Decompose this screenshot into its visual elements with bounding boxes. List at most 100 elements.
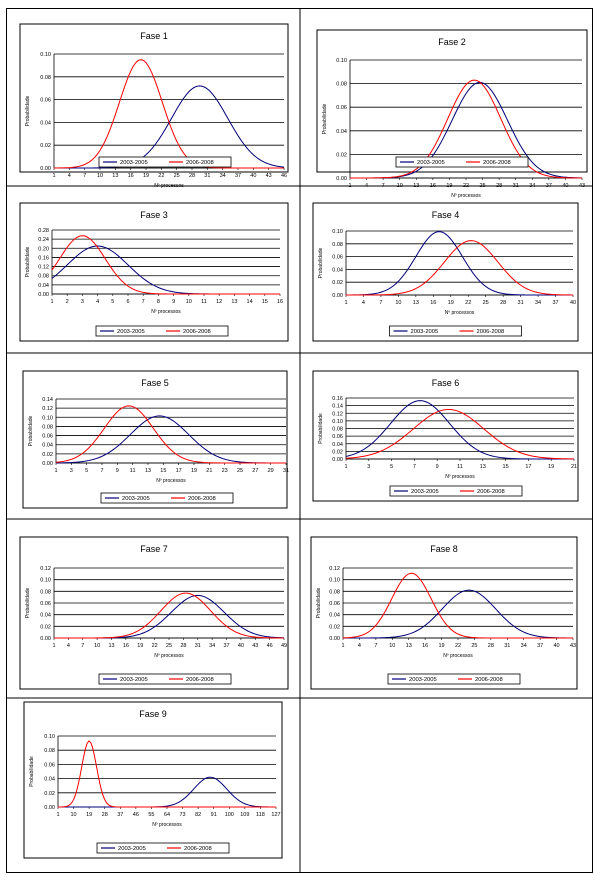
x-tick-label: 37 bbox=[117, 812, 123, 818]
x-tick-label: 5 bbox=[111, 299, 114, 305]
y-tick-label: 0.08 bbox=[40, 75, 51, 81]
series-line-series1 bbox=[345, 400, 574, 460]
x-tick-label: 40 bbox=[570, 300, 576, 306]
chart-title: Fase 7 bbox=[140, 544, 168, 554]
y-tick-label: 0.10 bbox=[40, 578, 51, 584]
x-tick-label: 4 bbox=[365, 183, 368, 189]
y-tick-label: 0.00 bbox=[40, 166, 51, 172]
x-tick-label: 17 bbox=[176, 468, 182, 474]
y-tick-label: 0.00 bbox=[336, 176, 347, 182]
x-tick-label: 40 bbox=[562, 183, 568, 189]
y-tick-label: 0.12 bbox=[332, 411, 343, 417]
y-tick-label: 0.02 bbox=[336, 152, 347, 158]
x-axis-label: Nº processos bbox=[156, 478, 186, 484]
chart-panel-5: Fase 50.000.020.040.060.080.100.120.141 3… bbox=[22, 370, 289, 509]
x-tick-label: 127 bbox=[271, 812, 280, 818]
x-tick-label: 73 bbox=[180, 812, 186, 818]
x-tick-label: 9 bbox=[172, 299, 175, 305]
chart-grid: Fase 10.000.020.040.060.080.101 4 7 10 13 16 1… bbox=[6, 8, 593, 873]
x-tick-label: 13 bbox=[406, 643, 412, 649]
y-tick-label: 0.08 bbox=[42, 424, 53, 430]
x-tick-label: 11 bbox=[201, 299, 207, 305]
legend-label-series2: 2006-2008 bbox=[183, 329, 211, 335]
y-tick-label: 0.02 bbox=[42, 452, 53, 458]
x-tick-label: 12 bbox=[216, 299, 222, 305]
x-tick-label: 7 bbox=[142, 299, 145, 305]
y-tick-label: 0.10 bbox=[336, 58, 347, 64]
x-tick-label: 37 bbox=[546, 183, 552, 189]
chart-title: Fase 3 bbox=[140, 210, 168, 220]
y-tick-label: 0.02 bbox=[332, 280, 343, 286]
y-tick-label: 0.00 bbox=[40, 636, 51, 642]
y-tick-label: 0.20 bbox=[38, 246, 49, 252]
x-tick-label: 1 bbox=[56, 812, 59, 818]
y-tick-label: 0.00 bbox=[332, 293, 343, 299]
x-tick-label: 19 bbox=[86, 812, 92, 818]
x-tick-label: 7 bbox=[382, 183, 385, 189]
y-axis-label: Probabilidade bbox=[28, 415, 34, 446]
x-tick-label: 100 bbox=[225, 812, 234, 818]
y-tick-label: 0.02 bbox=[40, 624, 51, 630]
x-tick-label: 34 bbox=[535, 300, 541, 306]
x-axis-label: Nº processos bbox=[445, 310, 475, 316]
x-tick-label: 46 bbox=[267, 643, 273, 649]
x-tick-label: 27 bbox=[252, 468, 258, 474]
x-tick-label: 4 bbox=[96, 299, 99, 305]
x-tick-label: 6 bbox=[126, 299, 129, 305]
chart-title: Fase 4 bbox=[432, 210, 460, 220]
y-tick-label: 0.08 bbox=[332, 427, 343, 433]
x-tick-label: 9 bbox=[116, 468, 119, 474]
x-tick-label: 1 bbox=[52, 643, 55, 649]
x-axis-label: Nº processos bbox=[445, 474, 475, 480]
x-tick-label: 7 bbox=[83, 173, 86, 179]
chart-title: Fase 1 bbox=[140, 31, 168, 41]
x-tick-label: 13 bbox=[480, 464, 486, 470]
y-tick-label: 0.08 bbox=[44, 748, 55, 754]
x-tick-label: 19 bbox=[446, 183, 452, 189]
x-axis-label: Nº processos bbox=[154, 653, 184, 659]
y-tick-label: 0.08 bbox=[329, 589, 340, 595]
chart-panel-7: Fase 7 0.00 0.02 0.04 0.06 0.08 0.10 0.12 1 4 7 10 1… bbox=[19, 536, 289, 690]
chart-title: Fase 5 bbox=[141, 378, 169, 388]
x-tick-label: 19 bbox=[137, 643, 143, 649]
legend-box bbox=[389, 325, 522, 337]
x-tick-label: 15 bbox=[160, 468, 166, 474]
x-tick-label: 13 bbox=[145, 468, 151, 474]
x-tick-label: 43 bbox=[252, 643, 258, 649]
legend-label-series2: 2006-2008 bbox=[188, 496, 216, 502]
x-tick-label: 23 bbox=[222, 468, 228, 474]
x-tick-label: 37 bbox=[223, 643, 229, 649]
y-tick-label: 0.06 bbox=[40, 601, 51, 607]
series-line-series1 bbox=[58, 776, 277, 808]
legend-label-series1: 2003-2005 bbox=[409, 677, 437, 683]
chart-title: Fase 9 bbox=[139, 709, 167, 719]
x-tick-label: 7 bbox=[81, 643, 84, 649]
x-tick-label: 4 bbox=[67, 643, 70, 649]
x-axis-label: Nº processos bbox=[152, 822, 182, 828]
x-tick-label: 19 bbox=[439, 643, 445, 649]
x-tick-label: 25 bbox=[166, 643, 172, 649]
y-tick-label: 0.04 bbox=[336, 129, 347, 135]
x-tick-label: 43 bbox=[266, 173, 272, 179]
x-tick-label: 43 bbox=[570, 643, 576, 649]
x-tick-label: 49 bbox=[281, 643, 287, 649]
legend-label-series1: 2003-2005 bbox=[120, 677, 148, 683]
legend-box bbox=[98, 156, 232, 168]
x-tick-label: 55 bbox=[148, 812, 154, 818]
x-tick-label: 31 bbox=[204, 173, 210, 179]
x-tick-label: 10 bbox=[397, 183, 403, 189]
legend-box bbox=[100, 492, 234, 504]
y-tick-label: 0.00 bbox=[329, 636, 340, 642]
x-tick-label: 5 bbox=[390, 464, 393, 470]
series-line-series2 bbox=[350, 79, 582, 179]
y-axis-label: Probabilidade bbox=[322, 103, 328, 134]
y-tick-label: 0.08 bbox=[332, 242, 343, 248]
x-tick-label: 25 bbox=[483, 300, 489, 306]
series-line-series2 bbox=[55, 405, 286, 464]
x-tick-label: 1 bbox=[341, 643, 344, 649]
x-tick-label: 7 bbox=[413, 464, 416, 470]
y-tick-label: 0.04 bbox=[40, 613, 51, 619]
chart-frame bbox=[19, 23, 289, 173]
chart-panel-3: Fase 30.000.040.080.120.160.200.240.281 2… bbox=[19, 202, 289, 342]
chart-frame bbox=[312, 202, 579, 342]
